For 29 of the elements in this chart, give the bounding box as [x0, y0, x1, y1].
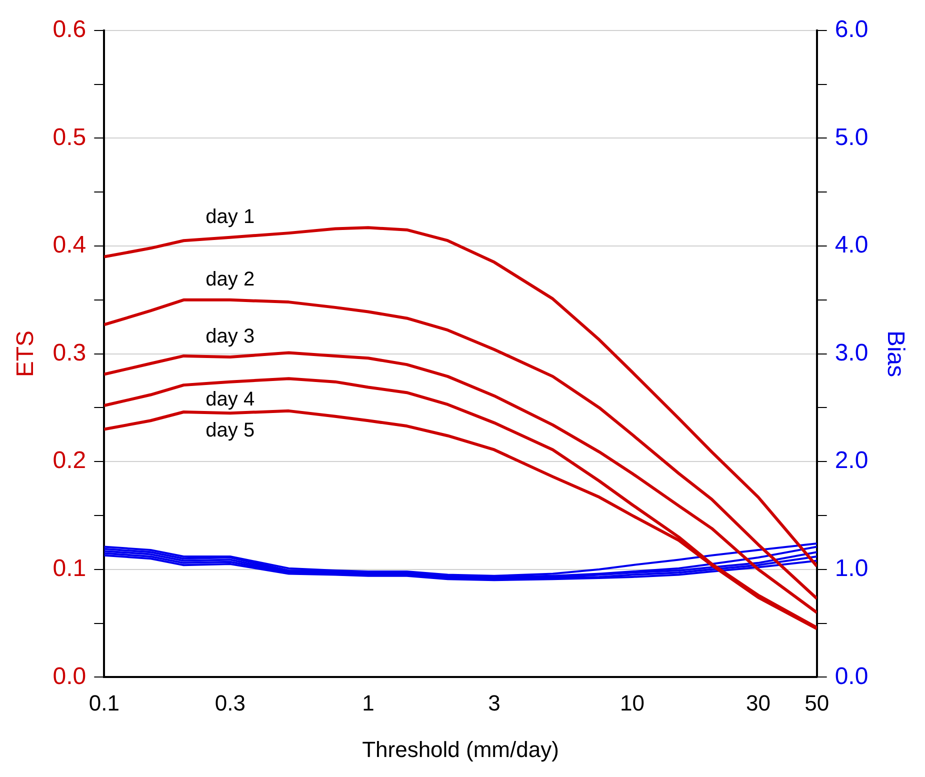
x-tick-label: 3 [488, 690, 500, 716]
x-axis-title: Threshold (mm/day) [362, 736, 559, 762]
y-tick-label: 0.2 [52, 447, 86, 474]
y-tick-label: 0.3 [52, 339, 86, 366]
y2-tick-label: 2.0 [834, 447, 868, 474]
y-tick-label: 0.0 [52, 662, 86, 690]
y-axis-title: ETS [12, 330, 40, 378]
y2-axis-title: Bias [882, 330, 909, 378]
x-tick-label: 50 [804, 690, 830, 716]
series-label: day 5 [206, 420, 255, 442]
series-label: day 1 [206, 206, 255, 228]
x-tick-label: 1 [362, 690, 374, 716]
series-label: day 2 [206, 268, 255, 290]
y-tick-label: 0.5 [52, 124, 86, 151]
y2-tick-label: 0.0 [834, 662, 868, 690]
series-label: day 3 [206, 326, 255, 348]
x-tick-label: 30 [746, 690, 770, 716]
series-label: day 4 [206, 388, 255, 410]
y-tick-label: 0.6 [52, 16, 86, 44]
y2-tick-label: 1.0 [834, 555, 868, 582]
y2-tick-label: 5.0 [834, 124, 868, 151]
y-tick-label: 0.1 [52, 555, 86, 582]
y2-tick-label: 3.0 [834, 339, 868, 366]
x-tick-label: 0.1 [88, 690, 120, 716]
y2-tick-label: 6.0 [834, 16, 868, 44]
x-tick-label: 10 [620, 690, 645, 716]
y-tick-label: 0.4 [52, 232, 86, 259]
y2-tick-label: 4.0 [834, 232, 868, 259]
x-tick-label: 0.3 [214, 690, 246, 716]
